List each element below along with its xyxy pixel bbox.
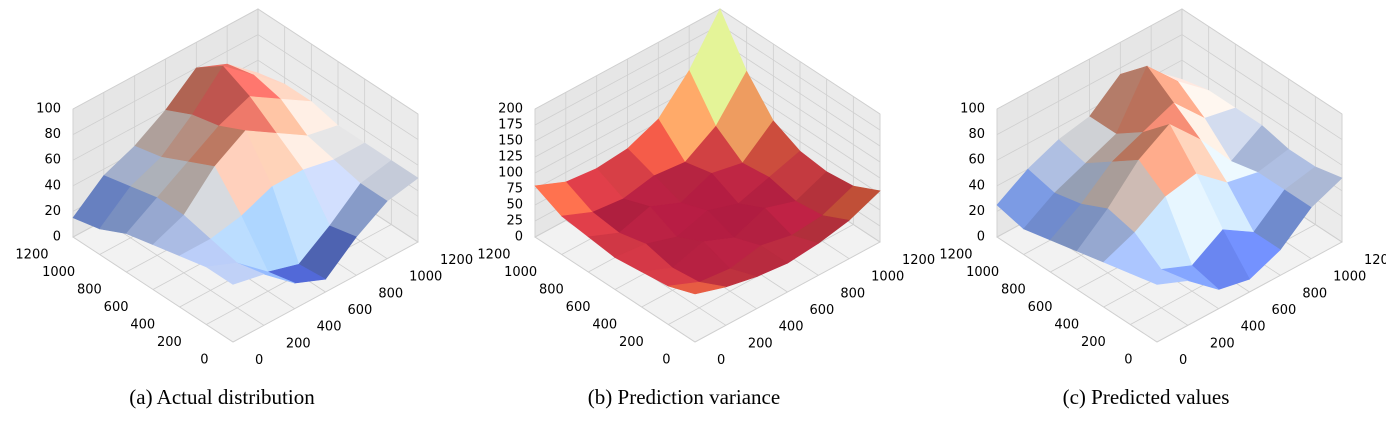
x-tick-label: 600 xyxy=(810,303,835,318)
y-tick-label: 0 xyxy=(662,353,670,368)
x-tick-label: 800 xyxy=(378,286,403,301)
z-tick-label: 50 xyxy=(506,198,523,213)
grid-line xyxy=(1181,8,1343,115)
x-tick-label: 200 xyxy=(286,336,311,351)
surface-face xyxy=(205,262,265,285)
grid-line xyxy=(1181,34,1343,140)
z-tick-label: 100 xyxy=(36,102,61,117)
z-tick-label: 25 xyxy=(506,214,523,229)
y-tick-label: 0 xyxy=(1124,353,1132,368)
x-tick-label: 1200 xyxy=(440,253,473,268)
x-tick-label: 1000 xyxy=(1333,270,1366,285)
surface-face xyxy=(668,281,726,295)
z-tick-label: 20 xyxy=(968,204,985,219)
grid-line xyxy=(1156,241,1343,343)
y-tick-label: 200 xyxy=(157,335,182,350)
z-tick-label: 75 xyxy=(506,182,523,197)
y-tick-label: 600 xyxy=(1028,300,1053,315)
y-tick-label: 400 xyxy=(1054,318,1079,333)
y-tick-label: 800 xyxy=(539,283,564,298)
grid-line xyxy=(1181,59,1343,166)
x-tick-label: 0 xyxy=(1179,353,1187,368)
z-tick-label: 80 xyxy=(44,127,61,142)
z-tick-label: 40 xyxy=(968,178,985,193)
grid-line xyxy=(996,34,1183,135)
x-tick-label: 400 xyxy=(779,320,804,335)
y-tick-label: 400 xyxy=(592,318,617,333)
grid-line xyxy=(72,34,259,135)
z-tick-label: 60 xyxy=(44,153,61,168)
y-tick-label: 200 xyxy=(1081,335,1106,350)
x-tick-label: 400 xyxy=(1241,320,1266,335)
grid-line xyxy=(719,24,881,131)
grid-line xyxy=(719,40,881,147)
y-tick-label: 800 xyxy=(1001,283,1026,298)
x-tick-label: 800 xyxy=(840,286,865,301)
x-tick-label: 1200 xyxy=(902,253,935,268)
x-tick-label: 1000 xyxy=(409,270,442,285)
y-tick-label: 1000 xyxy=(42,265,75,280)
z-tick-label: 0 xyxy=(977,230,985,245)
y-tick-label: 400 xyxy=(130,318,155,333)
grid-line xyxy=(257,34,419,140)
grid-line xyxy=(534,24,721,126)
y-tick-label: 0 xyxy=(200,353,208,368)
grid-line xyxy=(694,241,881,343)
caption: (a) Actual distribution xyxy=(129,385,315,409)
x-tick-label: 0 xyxy=(717,353,725,368)
x-tick-label: 600 xyxy=(1272,303,1297,318)
y-tick-label: 1000 xyxy=(966,265,999,280)
x-tick-label: 600 xyxy=(348,303,373,318)
z-tick-label: 150 xyxy=(498,134,523,149)
surface-panel: 0200400600800100012000200400600800100012… xyxy=(477,8,935,409)
x-tick-label: 0 xyxy=(255,353,263,368)
z-tick-label: 80 xyxy=(968,127,985,142)
grid-line xyxy=(257,8,419,115)
x-tick-label: 1000 xyxy=(871,270,904,285)
grid-line xyxy=(534,8,721,110)
grid-line xyxy=(719,8,881,115)
surface-panel: 0200400600800100012000200400600800100012… xyxy=(939,8,1386,409)
y-tick-label: 800 xyxy=(77,283,102,298)
grid-line xyxy=(996,8,1183,110)
x-tick-label: 800 xyxy=(1302,286,1327,301)
x-tick-label: 200 xyxy=(748,336,773,351)
z-tick-label: 40 xyxy=(44,178,61,193)
z-tick-label: 100 xyxy=(498,166,523,181)
grid-line xyxy=(534,40,721,142)
y-tick-label: 200 xyxy=(619,335,644,350)
y-tick-label: 600 xyxy=(566,300,591,315)
surface-panel: 0200400600800100012000200400600800100012… xyxy=(15,8,473,409)
y-tick-label: 1200 xyxy=(939,248,972,263)
z-tick-label: 0 xyxy=(53,230,61,245)
grid-line xyxy=(257,59,419,166)
caption: (c) Predicted values xyxy=(1063,385,1230,409)
grid-line xyxy=(72,8,259,110)
x-tick-label: 200 xyxy=(1210,336,1235,351)
x-tick-label: 400 xyxy=(317,320,342,335)
z-tick-label: 20 xyxy=(44,204,61,219)
z-tick-label: 0 xyxy=(515,230,523,245)
z-tick-label: 100 xyxy=(960,102,985,117)
y-tick-label: 1000 xyxy=(504,265,537,280)
caption: (b) Prediction variance xyxy=(588,385,780,409)
x-tick-label: 1200 xyxy=(1364,253,1386,268)
y-tick-label: 1200 xyxy=(477,248,510,263)
surface-face xyxy=(1129,269,1189,285)
y-tick-label: 600 xyxy=(104,300,129,315)
z-tick-label: 125 xyxy=(498,150,523,165)
z-tick-label: 200 xyxy=(498,102,523,117)
z-tick-label: 60 xyxy=(968,153,985,168)
y-tick-label: 1200 xyxy=(15,248,48,263)
grid-line xyxy=(232,241,419,343)
z-tick-label: 175 xyxy=(498,118,523,133)
